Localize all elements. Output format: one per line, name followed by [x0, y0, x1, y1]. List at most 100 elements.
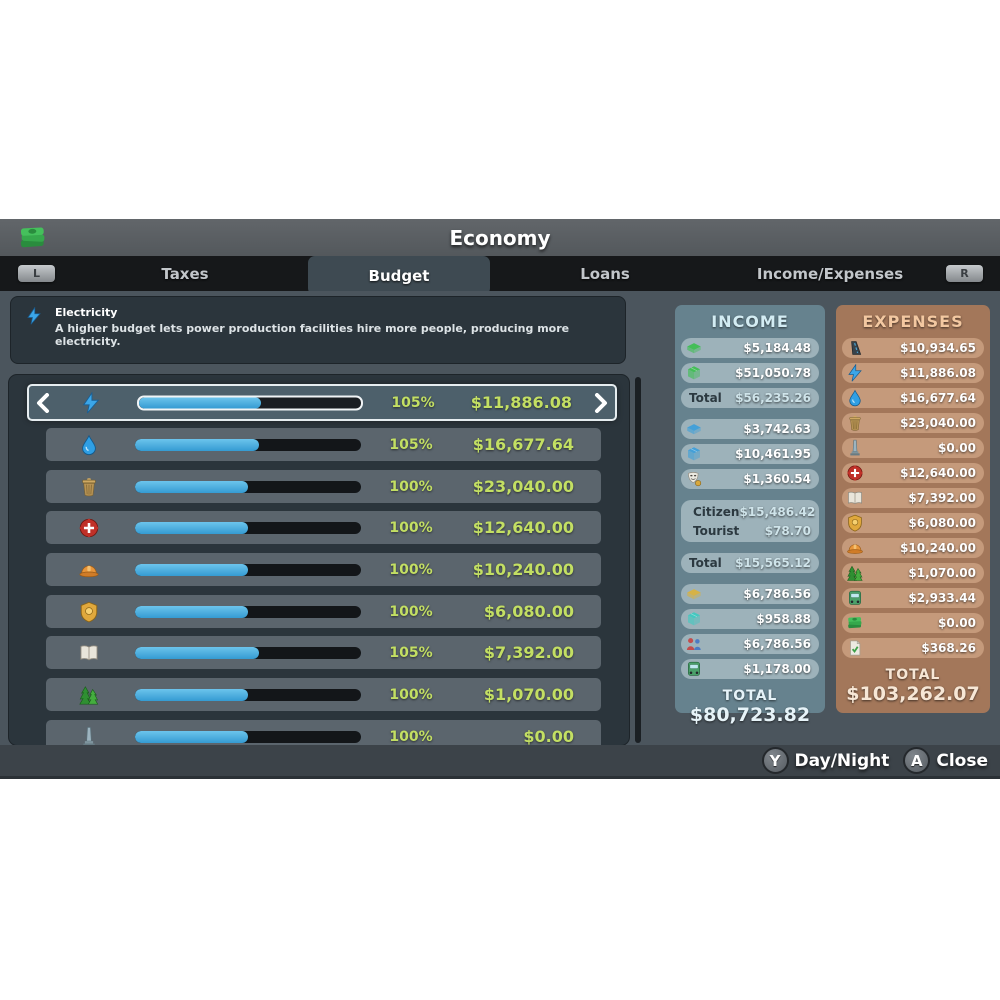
- y-button-icon[interactable]: Y: [761, 747, 789, 774]
- panel-title: Economy: [449, 225, 551, 250]
- water-icon: [846, 389, 864, 407]
- budget-percent: 100%: [389, 478, 433, 495]
- close-button[interactable]: A Close: [903, 747, 988, 774]
- slider-fill: [135, 730, 248, 743]
- increase-budget-chevron[interactable]: [593, 393, 609, 413]
- budget-row-police[interactable]: 100% $6,080.00: [46, 595, 601, 628]
- shoulder-button-r[interactable]: R: [946, 265, 983, 282]
- commercial-low-icon: [685, 420, 703, 438]
- budget-amount: $0.00: [523, 727, 574, 746]
- budget-row-healthcare[interactable]: 100% $12,640.00: [46, 511, 601, 544]
- electricity-icon: [80, 392, 102, 414]
- income-row-leisure: $1,360.54: [681, 469, 819, 489]
- income-header: INCOME: [711, 312, 789, 331]
- money-icon: [10, 222, 56, 254]
- slider-fill: [135, 521, 248, 534]
- residential-high-icon: [685, 364, 703, 382]
- tab-budget[interactable]: Budget: [308, 256, 490, 296]
- budget-percent: 100%: [389, 561, 433, 578]
- expense-row-fire: $10,240.00: [842, 538, 984, 558]
- budget-row-water[interactable]: 105% $16,677.64: [46, 428, 601, 461]
- leisure-icon: [685, 470, 703, 488]
- income-row-residential-high: $51,050.78: [681, 363, 819, 383]
- budget-slider[interactable]: [137, 395, 363, 410]
- expense-row-transport: $2,933.44: [842, 588, 984, 608]
- tab-income-expenses[interactable]: Income/Expenses: [756, 264, 904, 283]
- budget-row-education[interactable]: 105% $7,392.00: [46, 636, 601, 669]
- budget-slider: [135, 688, 361, 701]
- industry-icon: [685, 585, 703, 603]
- income-panel: INCOME $5,184.48 $51,050.78 Total $56,23…: [675, 305, 825, 726]
- tab-taxes[interactable]: Taxes: [161, 264, 209, 283]
- healthcare-icon: [846, 464, 864, 482]
- slider-fill: [135, 688, 248, 701]
- budget-percent: 100%: [389, 728, 433, 745]
- slider-fill: [139, 397, 262, 408]
- budget-list-scrollbar[interactable]: [635, 377, 641, 743]
- transport-icon: [846, 589, 864, 607]
- tab-bar: L Taxes Budget Loans Income/Expenses R: [0, 256, 1000, 296]
- budget-row-parks[interactable]: 100% $1,070.00: [46, 678, 601, 711]
- tab-loans[interactable]: Loans: [580, 264, 630, 283]
- expense-row-roads: $10,934.65: [842, 338, 984, 358]
- transport-icon: [685, 660, 703, 678]
- budget-amount: $12,640.00: [472, 518, 574, 537]
- budget-amount: $11,886.08: [470, 393, 572, 412]
- budget-slider: [135, 563, 361, 576]
- office-icon: [685, 610, 703, 628]
- decrease-budget-chevron[interactable]: [35, 393, 51, 413]
- budget-list: 105% $11,886.08 105% $16,677.64 100% $23…: [8, 374, 630, 746]
- budget-percent: 100%: [389, 686, 433, 703]
- income-row-citizen-tourist: Citizen $15,486.42 Tourist $78.70: [681, 500, 819, 542]
- slider-fill: [135, 646, 260, 659]
- service-info-title: Electricity: [55, 306, 118, 319]
- budget-slider: [135, 730, 361, 743]
- income-total: TOTAL $80,723.82: [689, 688, 811, 726]
- policies-icon: [846, 639, 864, 657]
- income-row-residential-low: $5,184.48: [681, 338, 819, 358]
- slider-fill: [135, 438, 260, 451]
- income-row-residential-total: Total $56,235.26: [681, 388, 819, 408]
- education-icon: [78, 642, 100, 664]
- budget-row-electricity[interactable]: 105% $11,886.08: [27, 384, 617, 421]
- parks-icon: [846, 564, 864, 582]
- monuments-icon: [846, 439, 864, 457]
- expense-row-garbage: $23,040.00: [842, 413, 984, 433]
- budget-row-fire[interactable]: 100% $10,240.00: [46, 553, 601, 586]
- monuments-icon: [78, 726, 100, 747]
- expense-row-electricity: $11,886.08: [842, 363, 984, 383]
- water-icon: [78, 434, 100, 456]
- budget-amount: $16,677.64: [472, 435, 574, 454]
- education-icon: [846, 489, 864, 507]
- budget-amount: $23,040.00: [472, 477, 574, 496]
- income-row-commercial-low: $3,742.63: [681, 419, 819, 439]
- budget-row-garbage[interactable]: 100% $23,040.00: [46, 470, 601, 503]
- budget-slider: [135, 605, 361, 618]
- day-night-button[interactable]: Y Day/Night: [761, 747, 889, 774]
- fire-department-icon: [846, 539, 864, 557]
- garbage-icon: [78, 476, 100, 498]
- budget-row-monuments[interactable]: 100% $0.00: [46, 720, 601, 747]
- a-button-icon[interactable]: A: [903, 747, 931, 774]
- expense-row-police: $6,080.00: [842, 513, 984, 533]
- expense-row-loans: $0.00: [842, 613, 984, 633]
- title-bar: Economy: [0, 219, 1000, 256]
- expense-row-water: $16,677.64: [842, 388, 984, 408]
- fire-department-icon: [78, 559, 100, 581]
- budget-amount: $1,070.00: [483, 685, 574, 704]
- budget-percent: 100%: [389, 603, 433, 620]
- expenses-panel: EXPENSES $10,934.65 $11,886.08 $16,677.6…: [836, 305, 990, 713]
- shoulder-button-l[interactable]: L: [18, 265, 55, 282]
- expense-row-parks: $1,070.00: [842, 563, 984, 583]
- parks-icon: [78, 684, 100, 706]
- healthcare-icon: [78, 517, 100, 539]
- budget-slider: [135, 438, 361, 451]
- roads-icon: [846, 339, 864, 357]
- commercial-high-icon: [685, 445, 703, 463]
- budget-amount: $10,240.00: [472, 560, 574, 579]
- income-row-transport: $1,178.00: [681, 659, 819, 679]
- budget-percent: 105%: [389, 436, 433, 453]
- economy-panel: Economy L Taxes Budget Loans Income/Expe…: [0, 219, 1000, 779]
- police-icon: [78, 601, 100, 623]
